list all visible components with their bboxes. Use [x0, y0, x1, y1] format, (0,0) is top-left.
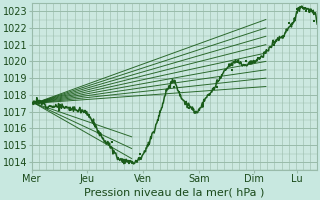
X-axis label: Pression niveau de la mer( hPa ): Pression niveau de la mer( hPa ) — [84, 187, 265, 197]
